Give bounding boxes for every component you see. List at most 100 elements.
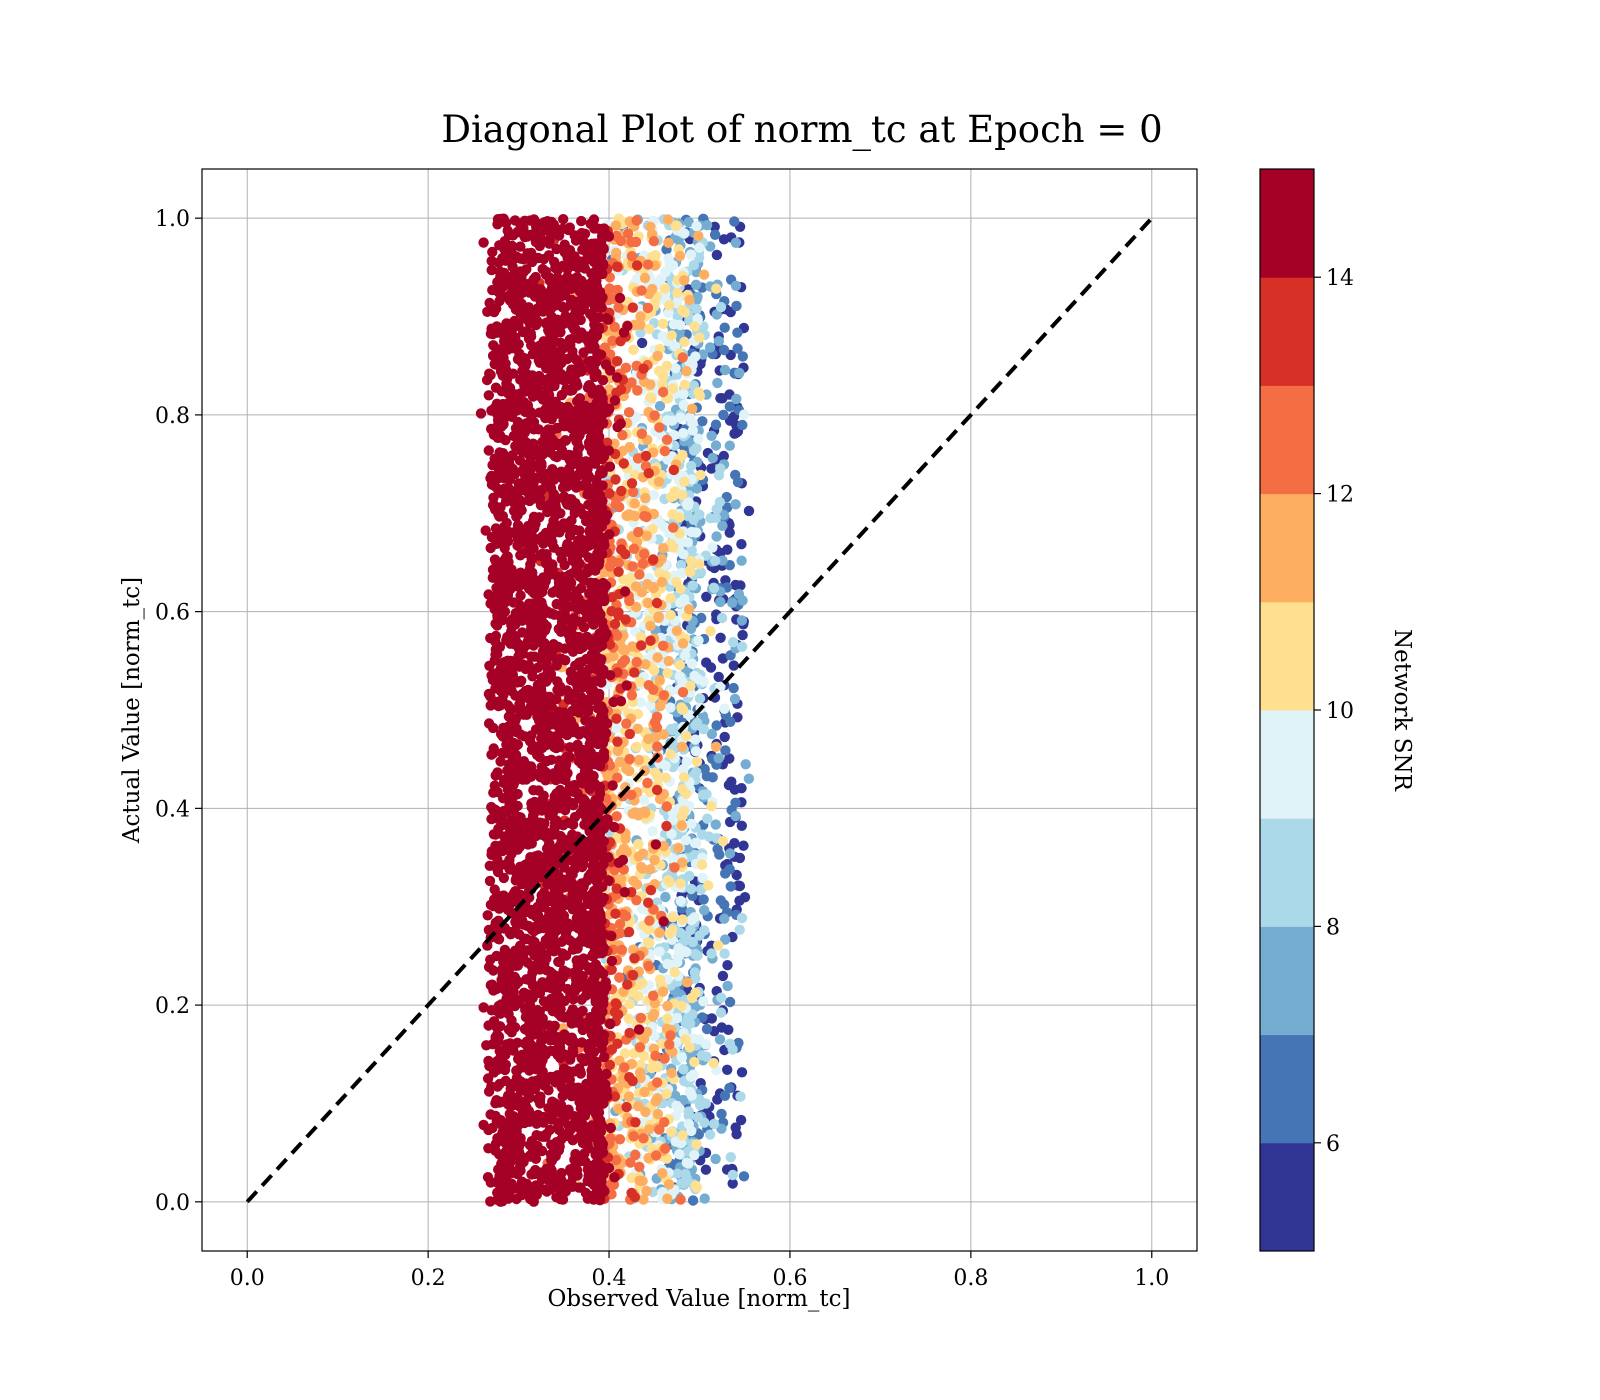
scatter-point (681, 1157, 692, 1168)
scatter-point (697, 416, 708, 427)
scatter-point (689, 1150, 700, 1161)
scatter-point (680, 1034, 691, 1045)
scatter-point (626, 236, 637, 248)
scatter-point (689, 670, 700, 682)
scatter-point (627, 561, 638, 572)
scatter-point (696, 859, 708, 870)
scatter-point (722, 1064, 733, 1076)
scatter-point (638, 363, 649, 374)
scatter-point (664, 300, 675, 311)
scatter-point (701, 1051, 712, 1062)
scatter-point (674, 671, 685, 682)
scatter-point (640, 450, 652, 462)
scatter-point (663, 655, 674, 667)
scatter-point (734, 880, 746, 892)
scatter-point (711, 283, 722, 294)
scatter-point (645, 635, 656, 646)
scatter-point (738, 1171, 750, 1182)
scatter-point (717, 520, 728, 531)
scatter-point (680, 834, 692, 846)
scatter-point (633, 1101, 644, 1112)
scatter-point (716, 612, 728, 624)
scatter-point (705, 625, 716, 637)
scatter-point (710, 440, 722, 451)
scatter-point (650, 1050, 661, 1062)
scatter-point (725, 881, 736, 892)
scatter-point (637, 1175, 648, 1187)
scatter-point (738, 840, 749, 851)
scatter-point (554, 1124, 565, 1136)
scatter-point (623, 1091, 635, 1102)
scatter-point (685, 566, 696, 578)
scatter-point (730, 810, 741, 822)
scatter-point (647, 523, 658, 535)
scatter-point (621, 1101, 632, 1113)
scatter-point (690, 527, 702, 538)
scatter-point (686, 1090, 697, 1101)
scatter-point (734, 924, 745, 935)
scatter-point (682, 843, 693, 854)
scatter-point (652, 1108, 664, 1120)
scatter-point (675, 927, 686, 939)
scatter-point (663, 1179, 675, 1190)
scatter-point (660, 760, 671, 771)
scatter-point (519, 215, 530, 226)
scatter-point (484, 660, 495, 671)
scatter-point (641, 530, 652, 541)
scatter-point (634, 1161, 645, 1173)
scatter-point (661, 434, 673, 445)
scatter-point (708, 1057, 719, 1069)
scatter-point (700, 1164, 712, 1175)
scatter-point (719, 731, 730, 743)
scatter-point (534, 751, 545, 763)
scatter-point (635, 631, 647, 643)
scatter-point (626, 690, 638, 701)
scatter-point (636, 428, 647, 439)
scatter-point (654, 946, 665, 957)
scatter-point (730, 1122, 741, 1133)
scatter-point (681, 946, 692, 958)
scatter-point (643, 960, 654, 972)
scatter-point (576, 215, 587, 227)
scatter-point (654, 927, 665, 938)
scatter-point (630, 1149, 641, 1161)
scatter-point (668, 853, 679, 865)
scatter-point (717, 555, 728, 566)
scatter-point (628, 486, 639, 498)
scatter-point (727, 1178, 738, 1189)
scatter-point (569, 891, 580, 902)
scatter-point (700, 1098, 711, 1109)
scatter-point (643, 897, 654, 908)
scatter-point (719, 364, 731, 376)
scatter-point (630, 1117, 641, 1128)
scatter-point (706, 430, 717, 441)
scatter-point (737, 351, 748, 362)
scatter-point (681, 730, 692, 742)
scatter-point (645, 700, 656, 711)
scatter-point (618, 327, 630, 338)
scatter-point (653, 612, 664, 624)
scatter-point (732, 343, 743, 354)
scatter-point (681, 756, 692, 767)
scatter-point (639, 806, 650, 817)
scatter-point (692, 717, 703, 729)
scatter-point (729, 428, 740, 439)
scatter-point (679, 476, 690, 487)
scatter-point (734, 895, 745, 906)
scatter-point (719, 948, 730, 959)
scatter-point (578, 509, 589, 521)
scatter-point (621, 718, 632, 729)
scatter-point (679, 228, 690, 239)
scatter-point (691, 1139, 702, 1150)
plot-area: 0.0 0.2 0.4 0.6 0.8 1.0 0.00.20.40.60.81.0 (155, 168, 1198, 1291)
scatter-point (629, 510, 641, 522)
scatter-point (633, 838, 644, 850)
scatter-point (685, 924, 696, 936)
scatter-point (724, 1082, 735, 1094)
scatter-point (677, 352, 688, 363)
scatter-point (664, 1039, 675, 1050)
scatter-point (665, 593, 676, 604)
scatter-point (636, 337, 648, 349)
scatter-point (679, 275, 690, 286)
